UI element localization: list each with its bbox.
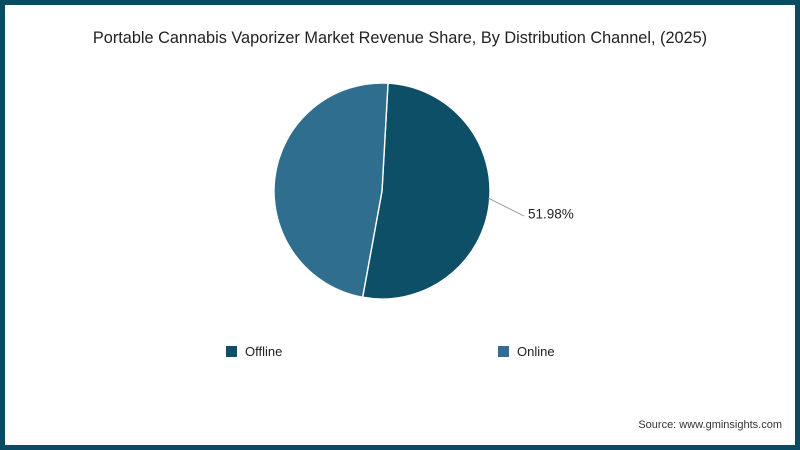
svg-text:51.98%: 51.98% bbox=[528, 207, 574, 222]
